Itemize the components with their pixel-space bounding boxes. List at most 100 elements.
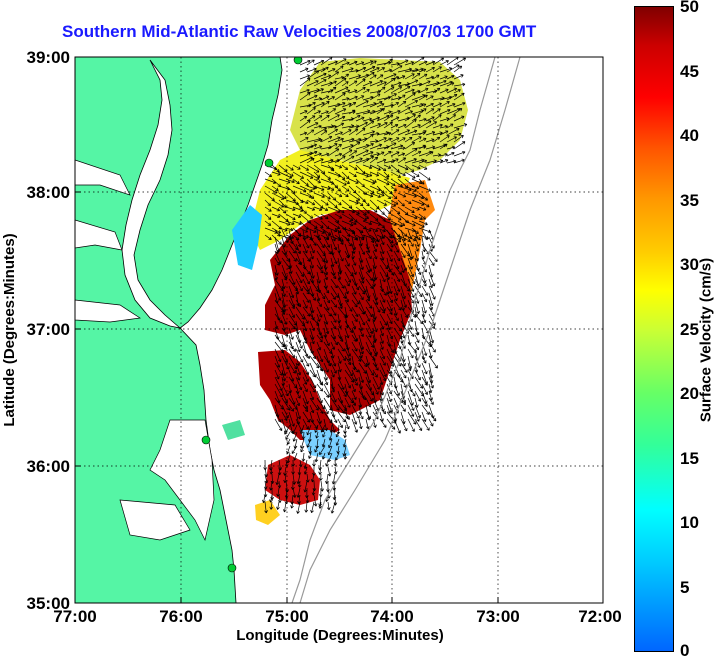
velocity-arrow [344,285,349,295]
velocity-arrow [330,501,336,514]
velocity-arrow [313,115,323,122]
velocity-arrow [428,250,438,263]
velocity-arrow [390,171,402,178]
velocity-arrow [365,299,373,309]
velocity-arrow [400,306,409,319]
colorbar-tick: 45 [680,62,699,81]
velocity-arrow [376,114,390,122]
velocity-arrow [313,102,325,108]
velocity-arrow [376,164,387,172]
velocity-arrow [305,494,310,504]
velocity-arrow [400,257,408,271]
velocity-arrow [358,250,364,263]
velocity-arrow [407,348,414,359]
velocity-arrow [414,341,420,351]
velocity-arrow [334,152,343,157]
velocity-arrow [411,136,422,143]
velocity-arrow [299,115,308,122]
velocity-arrow [274,257,280,266]
velocity-arrow [372,236,379,247]
velocity-arrow [299,164,310,171]
velocity-arrow [362,227,372,232]
velocity-arrow [309,404,315,414]
velocity-arrow [418,60,428,66]
velocity-arrow [418,87,429,94]
velocity-arrow [281,369,287,382]
velocity-arrow [351,362,359,373]
velocity-arrow [351,257,357,266]
velocity-arrow [425,121,438,129]
velocity-arrow [334,143,342,150]
velocity-arrow [365,271,374,281]
velocity-arrow [344,348,351,362]
velocity-arrow [299,131,308,136]
velocity-arrow [292,164,301,170]
velocity-arrow [313,138,323,143]
velocity-arrow [301,452,306,462]
velocity-arrow [323,285,330,294]
velocity-arrow [418,137,427,143]
velocity-arrow [376,74,384,80]
velocity-arrow [318,473,323,481]
radar-site-marker [201,435,211,445]
velocity-arrow [295,278,303,292]
velocity-arrow [274,418,283,432]
velocity-arrow [295,229,302,237]
velocity-arrow [341,213,354,221]
velocity-arrow [369,213,379,221]
velocity-arrow [414,299,420,314]
velocity-arrow [344,299,353,312]
velocity-arrow [446,93,458,101]
velocity-arrow [432,114,442,122]
velocity-arrow [323,320,330,335]
velocity-arrow [348,128,359,136]
velocity-arrow [327,71,340,80]
velocity-arrow [323,236,331,248]
velocity-arrow [323,390,330,398]
velocity-arrow [376,81,387,87]
velocity-arrow [351,376,358,386]
velocity-arrow [404,199,412,205]
velocity-arrow [425,75,435,80]
velocity-arrow [453,132,462,136]
velocity-arrow [330,313,337,323]
velocity-arrow [432,123,443,129]
velocity-arrow [271,206,280,212]
velocity-arrow [303,480,308,493]
velocity-arrow [400,334,404,344]
velocity-arrow [337,320,342,329]
velocity-arrow [348,89,358,94]
velocity-arrow [421,376,428,386]
velocity-arrow [299,59,311,66]
velocity-arrow [292,424,298,435]
y-tick-label: 37:00 [27,320,70,339]
velocity-arrow [341,61,350,66]
velocity-arrow [313,185,325,191]
velocity-arrow [421,229,428,241]
velocity-arrow [302,243,308,254]
velocity-arrow [404,99,418,108]
velocity-arrow [341,137,355,143]
velocity-arrow [439,80,453,87]
velocity-arrow [400,285,406,300]
velocity-arrow [306,107,316,115]
velocity-arrow [390,192,398,200]
velocity-arrow [342,438,347,448]
velocity-arrow [295,390,301,399]
velocity-arrow [306,206,316,211]
velocity-arrow [390,86,403,94]
velocity-arrow [316,236,325,249]
velocity-arrow [351,411,358,425]
velocity-arrow [306,199,316,206]
velocity-arrow [309,292,316,301]
velocity-arrow [411,158,425,164]
velocity-arrow [271,185,279,191]
velocity-arrow [320,192,331,200]
velocity-arrow [336,445,340,454]
velocity-arrow [344,411,350,420]
velocity-arrow [439,159,449,164]
velocity-arrow [341,89,351,94]
velocity-arrow [351,348,362,362]
velocity-arrow [383,213,391,221]
velocity-arrow [358,348,363,359]
